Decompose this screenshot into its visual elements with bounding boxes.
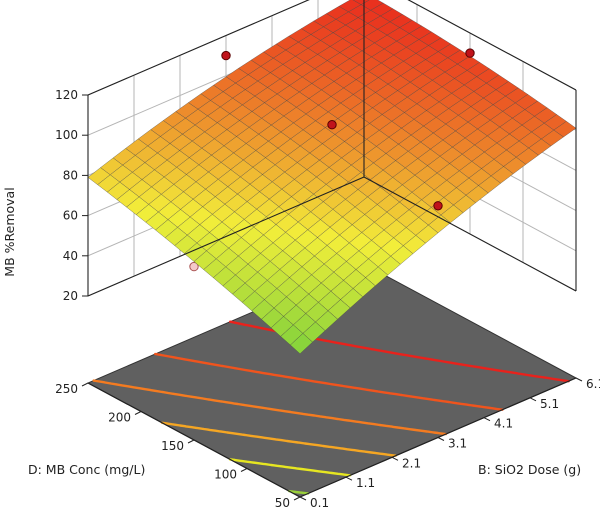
z-tick-label: 60 <box>63 209 78 223</box>
contour-line-70 <box>160 421 397 457</box>
z-axis-title: MB %Removal <box>2 187 17 276</box>
frame-edge-4 <box>407 0 577 91</box>
y-tick-label: 5.1 <box>540 397 559 411</box>
design-point-4 <box>189 261 199 272</box>
x-tick-label: 150 <box>161 439 184 453</box>
y-tick-mark <box>391 456 399 461</box>
frame-edge-6 <box>363 176 577 292</box>
x-tick-label: 100 <box>214 468 237 482</box>
design-point-2 <box>465 48 475 58</box>
y-tick-label: 2.1 <box>402 456 421 470</box>
x-tick-label: 50 <box>275 496 290 510</box>
surface-cell <box>290 333 313 355</box>
x-axis-title: D: MB Conc (mg/L) <box>28 462 145 477</box>
design-point-0 <box>327 120 337 130</box>
contour-line-90 <box>154 352 504 411</box>
x-tick-mark <box>81 382 89 387</box>
y-axis-title: B: SiO2 Dose (g) <box>478 462 581 477</box>
x-tick-mark <box>293 496 301 501</box>
y-tick-mark <box>529 397 537 402</box>
design-point-1 <box>221 50 231 61</box>
y-tick-mark <box>437 437 445 441</box>
contour-lines <box>92 320 570 495</box>
design-points <box>221 48 475 211</box>
z-tick-label: 120 <box>55 88 78 102</box>
design-points-below-surface <box>189 261 199 272</box>
x-tick-mark <box>134 411 142 415</box>
contour-line-50 <box>287 489 310 495</box>
x-tick-label: 250 <box>55 382 78 396</box>
frame-edge-5 <box>87 176 365 297</box>
y-tick-label: 1.1 <box>356 476 375 490</box>
tick-labels: 20 40 60 80 100 120 50 100 150 200 250 0.1 1.1 2.1 3.1… <box>55 88 600 510</box>
y-tick-mark <box>575 377 583 382</box>
z-tick-label: 100 <box>55 128 78 142</box>
response-surface <box>87 0 577 355</box>
x-tick-label: 200 <box>108 411 131 425</box>
z-tick-label: 80 <box>63 168 78 182</box>
y-tick-label: 4.1 <box>494 417 513 431</box>
x-tick-mark <box>240 468 248 472</box>
contour-line-80 <box>92 379 448 436</box>
y-tick-label: 6.1 <box>586 377 600 391</box>
y-tick-mark <box>299 496 307 501</box>
design-point-3 <box>433 201 443 211</box>
y-tick-mark <box>345 476 353 481</box>
contour-line-60 <box>228 458 352 477</box>
y-tick-label: 0.1 <box>310 496 329 510</box>
x-tick-mark <box>187 439 195 444</box>
frame-edge-3 <box>87 0 310 96</box>
y-tick-label: 3.1 <box>448 437 467 451</box>
z-tick-label: 40 <box>63 249 78 263</box>
z-tick-label: 20 <box>63 289 78 303</box>
y-tick-mark <box>483 417 491 422</box>
